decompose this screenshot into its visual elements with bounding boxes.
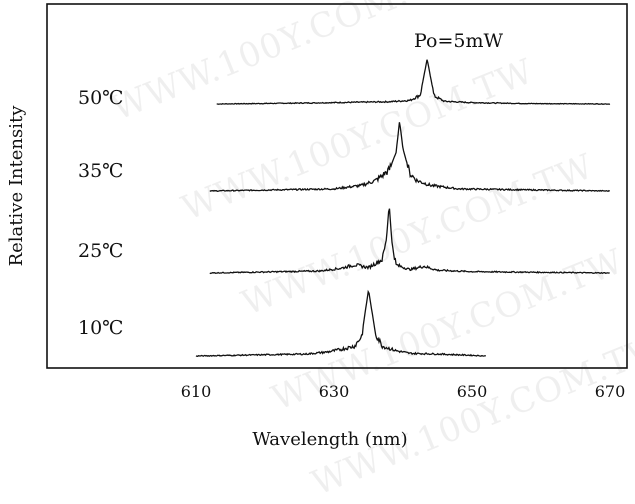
x-tick-label: 650 <box>457 382 488 401</box>
series-label: 35℃ <box>78 160 123 182</box>
x-tick-label: 670 <box>595 382 626 401</box>
y-axis-label: Relative Intensity <box>6 105 27 267</box>
x-axis-label: Wavelength (nm) <box>252 429 407 450</box>
plot-frame <box>46 3 628 369</box>
series-label: 10℃ <box>78 317 123 339</box>
spectrum-trace-4 <box>195 289 486 357</box>
series-labels-group: 50℃ 35℃ 25℃ 10℃ <box>78 87 123 339</box>
x-tick-label: 630 <box>319 382 350 401</box>
spectrum-trace-1 <box>216 59 611 105</box>
traces-group <box>195 59 611 357</box>
x-tick-label: 610 <box>181 382 212 401</box>
spectrum-trace-2 <box>209 122 611 193</box>
series-label: 50℃ <box>78 87 123 109</box>
x-ticks-group: 610 630 650 670 <box>181 382 626 401</box>
spectrum-trace-3 <box>209 208 610 275</box>
spectrum-chart: 50℃ 35℃ 25℃ 10℃ 610 630 650 670 Po=5mW Wavelen… <box>6 3 628 450</box>
series-label: 25℃ <box>78 240 123 262</box>
power-annotation: Po=5mW <box>414 30 503 52</box>
